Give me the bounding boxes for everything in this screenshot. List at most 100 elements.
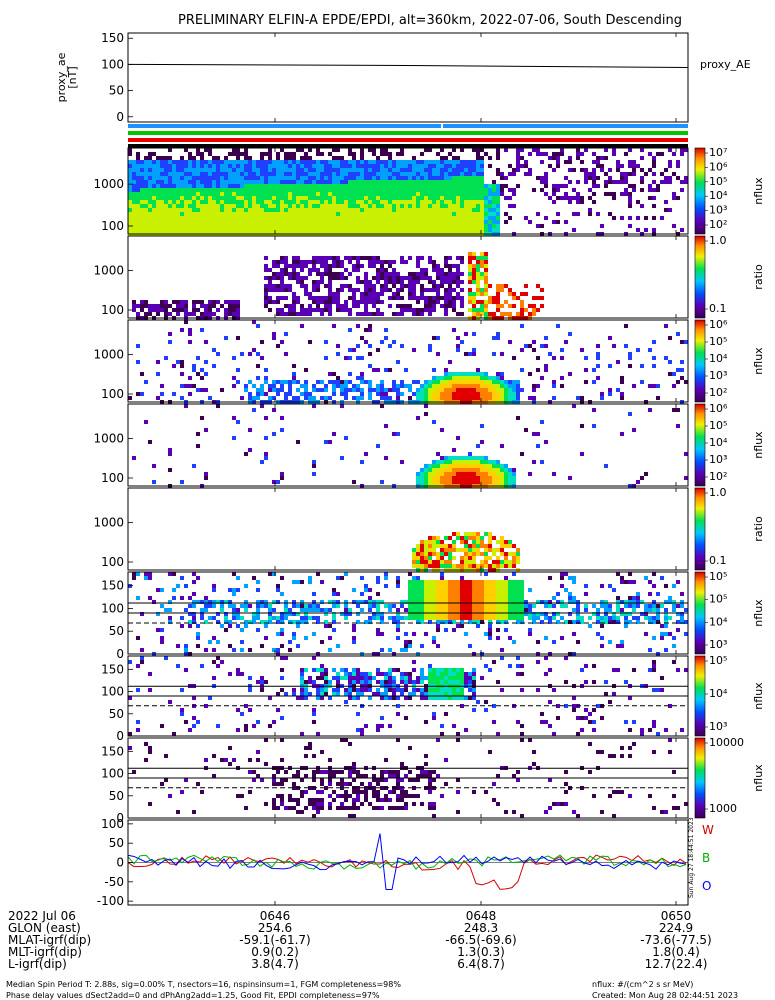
y-tick-label: 50 [109,84,124,98]
footer-line1-right: nflux: #/(cm^2 s sr MeV) [592,980,693,989]
y-tick-label: 100 [101,219,124,233]
legend-item-O: O [702,879,711,893]
ephemeris-row-label: 2022 Jul 06 [8,909,76,923]
colorbar-tick-label: 1.0 [709,486,727,499]
colorbar-tick-label: 10⁴ [709,436,728,449]
colorbar-label: ratio [752,264,765,290]
colorbar-tick-label: 10² [709,386,727,399]
heatmap-cells [132,252,544,320]
panel-frame [127,319,689,403]
status-bar-blue [128,124,688,128]
colorbar-tick-label: 10³ [709,204,727,217]
colorbar-tick-label: 10⁴ [709,687,728,700]
colorbar [694,487,706,571]
colorbar-tick-label: 10³ [709,369,727,382]
heatmap-cells [132,404,688,488]
ephemeris-value: 224.9 [659,921,693,935]
colorbar-tick-label: 10³ [709,638,727,651]
panel-frame [127,487,689,571]
y-tick-label: 150 [101,744,124,758]
colorbar-label: ratio [752,516,765,542]
colorbar-label: nflux [752,347,765,375]
colorbar-tick-label: 10⁴ [709,352,728,365]
colorbar-tick-label: 10² [709,218,727,231]
y-tick-label: 100 [101,57,124,71]
colorbar-tick-label: 10⁵ [709,335,727,348]
ephemeris-value: -59.1(-61.7) [239,933,310,947]
colorbar [694,655,706,737]
colorbar [694,147,706,235]
panel-frame [127,32,689,123]
colorbar-tick-label: 10⁶ [709,160,728,173]
ephemeris-value: 0646 [260,909,291,923]
series-proxy-ae [127,63,689,69]
legend-item-B: B [702,851,710,865]
y-tick-label: 150 [101,31,124,45]
y-tick-label: 100 [101,387,124,401]
colorbar-tick-label: 10000 [709,736,744,749]
ephemeris-value: 3.8(4.7) [251,957,299,971]
y-axis-label: proxy_ae[nT] [55,52,79,102]
colorbar-tick-label: 10⁶ [709,402,728,415]
y-tick-label: 1000 [93,177,124,191]
panel-spectra-prec: 10⁶10⁵10⁴10³10²nflux1000100elapifenspec2… [93,402,765,488]
y-tick-label: 0 [116,729,124,743]
y-tick-label: 1000 [93,263,124,277]
colorbar [694,319,706,403]
y-tick-label: 0 [116,110,124,124]
y-tick-label: 100 [101,685,124,699]
y-tick-label: 100 [101,817,124,831]
panel-frame [127,147,689,235]
status-bar-green [128,131,688,135]
colorbar-tick-label: 10² [709,470,727,483]
panel-pa-ch1: 10⁵10⁴10³nflux150100500elapifpaspec2plot… [101,654,765,743]
colorbar [694,235,706,319]
colorbar-tick-label: 10⁵ [709,654,727,667]
panel-frame [127,737,689,819]
panels-group: proxy_AE150100500proxy_ae[nT]10⁷10⁶10⁵10… [55,31,765,908]
footer-line2-left: Phase delay values dSect2add=0 and dPhAn… [6,991,380,1000]
ephemeris-row-label: MLT-igrf(dip) [8,945,82,959]
status-bar-red [128,138,688,142]
colorbar-label: nflux [752,177,765,205]
colorbar-tick-label: 10⁵ [709,419,727,432]
footer-line1-left: Median Spin Period T: 2.88s, sig=0.00% T… [6,980,401,989]
ephemeris-table: 2022 Jul 06 0646 0648 0650 GLON (east) 254.6 2… [8,909,712,971]
panel-pa-ch2: 100001000nflux150100500elapifpaspec2plot… [101,736,765,825]
footer-line2-right: Created: Mon Aug 28 02:44:51 2023 [592,991,738,1000]
ephemeris-row-label: MLAT-igrf(dip) [8,933,91,947]
panel-ratio-e: 1.00.1ratio1000100precovrperp [93,234,765,320]
heatmap-cells [128,320,688,404]
y-tick-label: 150 [101,579,124,593]
colorbar-label: nflux [752,431,765,459]
colorbar-tick-label: 1000 [709,802,737,815]
y-tick-label: 1000 [93,431,124,445]
y-tick-label: 0 [116,647,124,661]
y-tick-label: -100 [97,894,124,908]
ephemeris-value: 0650 [661,909,692,923]
ephemeris-value: 254.6 [258,921,292,935]
side-stamp: Sun Aug 27 18:44:51 2023 [688,817,695,898]
y-tick-label: 50 [109,707,124,721]
panel-frame [127,403,689,487]
figure-title: PRELIMINARY ELFIN-A EPDE/EPDI, alt=360km… [178,13,682,28]
colorbar [694,737,706,819]
colorbar-tick-label: 10⁷ [709,146,727,159]
ephemeris-value: 1.3(0.3) [457,945,505,959]
y-axis-label-line: [nT] [66,66,79,88]
y-tick-label: 0 [116,811,124,825]
colorbar-tick-label: 10⁶ [709,318,728,331]
y-tick-label: -50 [104,875,124,889]
panel-spectra-omni: 10⁷10⁶10⁵10⁴10³10²nflux1000100elapefensp… [93,146,765,236]
panel-frame [127,655,689,737]
y-axis-label-line: proxy_ae [55,52,68,102]
y-tick-label: 100 [101,601,124,615]
y-tick-label: 1000 [93,515,124,529]
ephemeris-value: 0648 [466,909,497,923]
colorbar-tick-label: 10³ [709,720,727,733]
y-tick-label: 150 [101,662,124,676]
y-tick-label: 100 [101,303,124,317]
colorbar-label: nflux [752,764,765,792]
panel-pa-ch0: 10⁵10⁵10⁴10³nflux150100500elapifpaspec2p… [101,570,765,661]
